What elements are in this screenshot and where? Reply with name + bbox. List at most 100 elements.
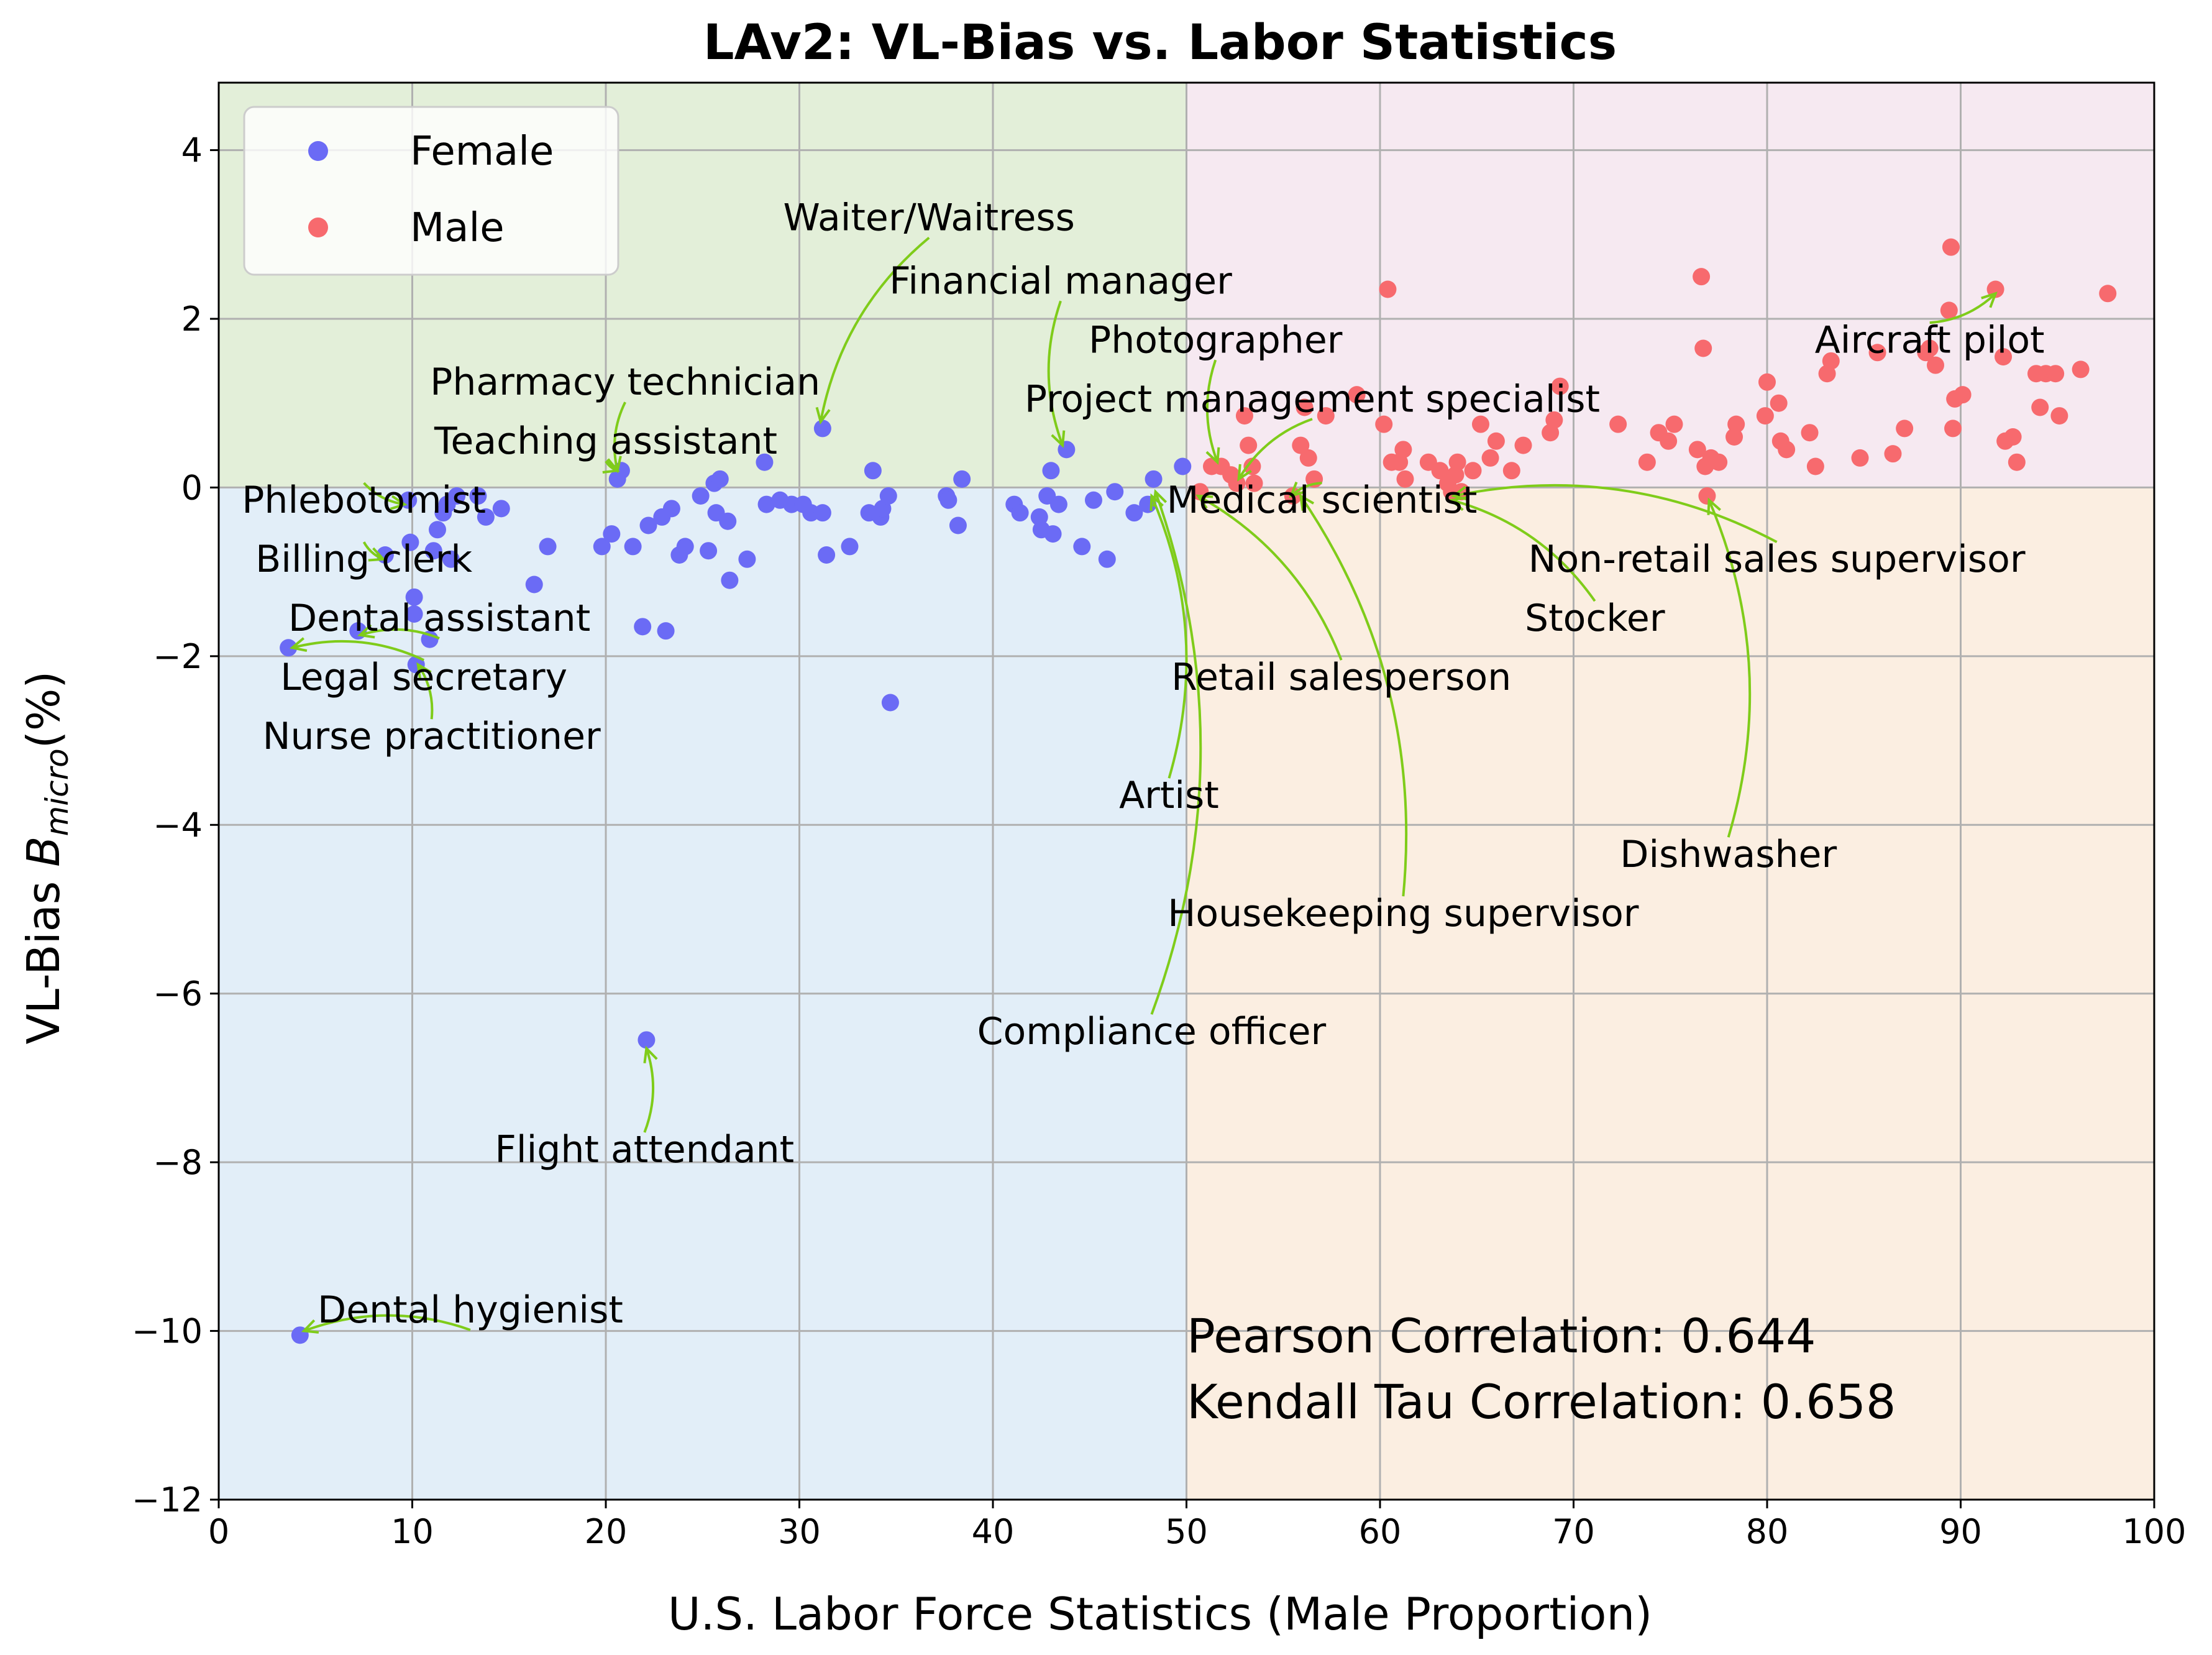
female-point [881,694,899,712]
male-point [2072,360,2090,378]
female-point [719,512,737,530]
annotation-label: Dishwasher [1620,833,1837,876]
female-point [1174,457,1192,475]
female-point [469,487,487,505]
female-point [738,550,756,568]
annotation-arrowhead [1051,430,1066,448]
x-tick-label: 20 [585,1512,628,1551]
y-axis-label-unit: (%) [17,671,70,749]
female-point [756,453,774,471]
female-point [448,487,466,505]
male-point [1927,356,1945,374]
female-point [864,462,882,480]
annotation-arrow [1150,491,1202,1015]
x-axis-label: U.S. Labor Force Statistics (Male Propor… [668,1588,1652,1640]
x-axis-ticks: 0 10 20 30 40 50 60 70 80 90 100 [208,1500,2187,1551]
male-point [1660,432,1678,450]
annotation-arrow [819,236,930,422]
male-point [1464,462,1482,480]
male-point [2008,453,2026,471]
male-point [1921,339,1939,357]
annotation-arrow [363,482,405,506]
y-tick-label: −4 [153,805,203,845]
y-axis-label-symbol: B [17,837,70,867]
annotation-arrow [291,640,425,661]
male-point [1471,415,1489,433]
female-point [1049,495,1067,513]
male-point [1688,441,1706,459]
female-point [405,605,423,623]
female-point [1106,483,1124,501]
male-point [1710,453,1728,471]
female-point [949,516,967,534]
female-point [624,538,642,556]
annotation-arrow [643,1048,655,1133]
annotation-arrow [417,664,434,720]
male-point [1299,449,1317,467]
annotation-arrow [1451,498,1596,602]
legend-box [243,106,619,276]
male-point [1778,441,1796,459]
male-point [1884,445,1902,463]
male-point [1487,432,1505,450]
annotation-arrow [1047,300,1064,446]
annotation-label: Housekeeping supervisor [1168,892,1639,935]
annotation-arrowhead [1237,464,1252,482]
male-point [1995,348,2013,366]
annotation-label: Non-retail sales supervisor [1529,538,2026,581]
male-point [1727,415,1745,433]
male-point [1638,453,1656,471]
male-point [1348,386,1366,404]
annotation-label: Stocker [1525,597,1665,640]
male-point [1375,415,1393,433]
annotation-arrow [1929,292,1996,324]
male-point [1896,419,1914,438]
female-point [539,538,557,556]
y-axis-label: VL-Bias Bmicro(%) [17,671,75,1045]
annotation-arrowhead [289,637,308,652]
annotation-label: Artist [1119,774,1219,817]
female-point [700,542,718,560]
legend: Female Male [243,106,619,276]
female-point [692,487,710,505]
female-point [757,495,775,513]
female-point [421,630,439,648]
male-point [1609,415,1627,433]
female-point [428,521,446,539]
male-point [2047,365,2065,383]
female-point [841,538,859,556]
annotation-arrowhead [1195,494,1213,509]
male-point [1693,268,1711,286]
male-point [1694,339,1712,357]
y-tick-label: −10 [132,1312,203,1351]
male-point [1296,398,1314,416]
female-point [405,588,423,606]
female-point [1073,538,1091,556]
annotation-arrowhead [643,1045,658,1063]
male-point [1954,386,1972,404]
annotation-label: Phlebotomist [242,479,486,522]
annotation-label: Project management specialist [1025,377,1600,421]
annotation-label: Pharmacy technician [430,360,820,404]
annotation-label: Photographer [1089,318,1343,362]
annotation-arrow [359,628,440,640]
male-point [1770,394,1788,412]
female-point [818,546,836,564]
annotation-arrowhead [1707,497,1721,515]
annotation-arrowhead [368,547,386,562]
annotation-label: Financial manager [889,259,1232,303]
x-tick-label: 60 [1359,1512,1402,1551]
female-point [280,639,298,657]
female-point [442,550,460,568]
annotation-arrow [1707,500,1752,838]
annotation-arrow [1453,484,1778,543]
male-point [1240,436,1258,454]
male-point [1758,373,1776,391]
x-tick-label: 0 [208,1512,229,1551]
y-axis-ticks: 4 2 0 −2 −4 −6 −8 −10 −12 [132,131,219,1520]
male-point [1502,462,1520,480]
male-point [2004,428,2022,446]
annotation-arrow [1150,495,1188,779]
legend-female-label: Female [410,129,554,175]
female-point [1125,504,1143,522]
